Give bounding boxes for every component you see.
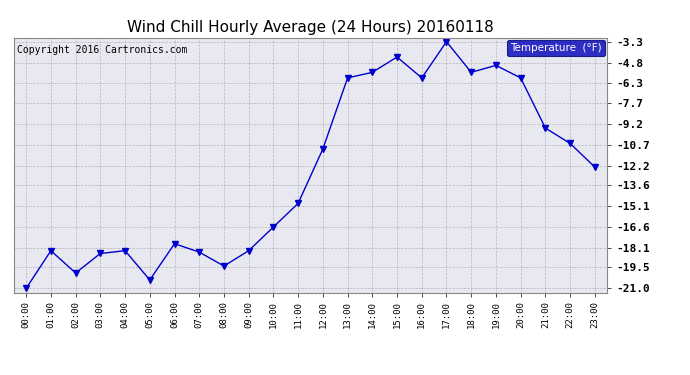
Legend: Temperature  (°F): Temperature (°F) bbox=[507, 40, 605, 56]
Title: Wind Chill Hourly Average (24 Hours) 20160118: Wind Chill Hourly Average (24 Hours) 201… bbox=[127, 20, 494, 35]
Text: Copyright 2016 Cartronics.com: Copyright 2016 Cartronics.com bbox=[17, 45, 187, 55]
